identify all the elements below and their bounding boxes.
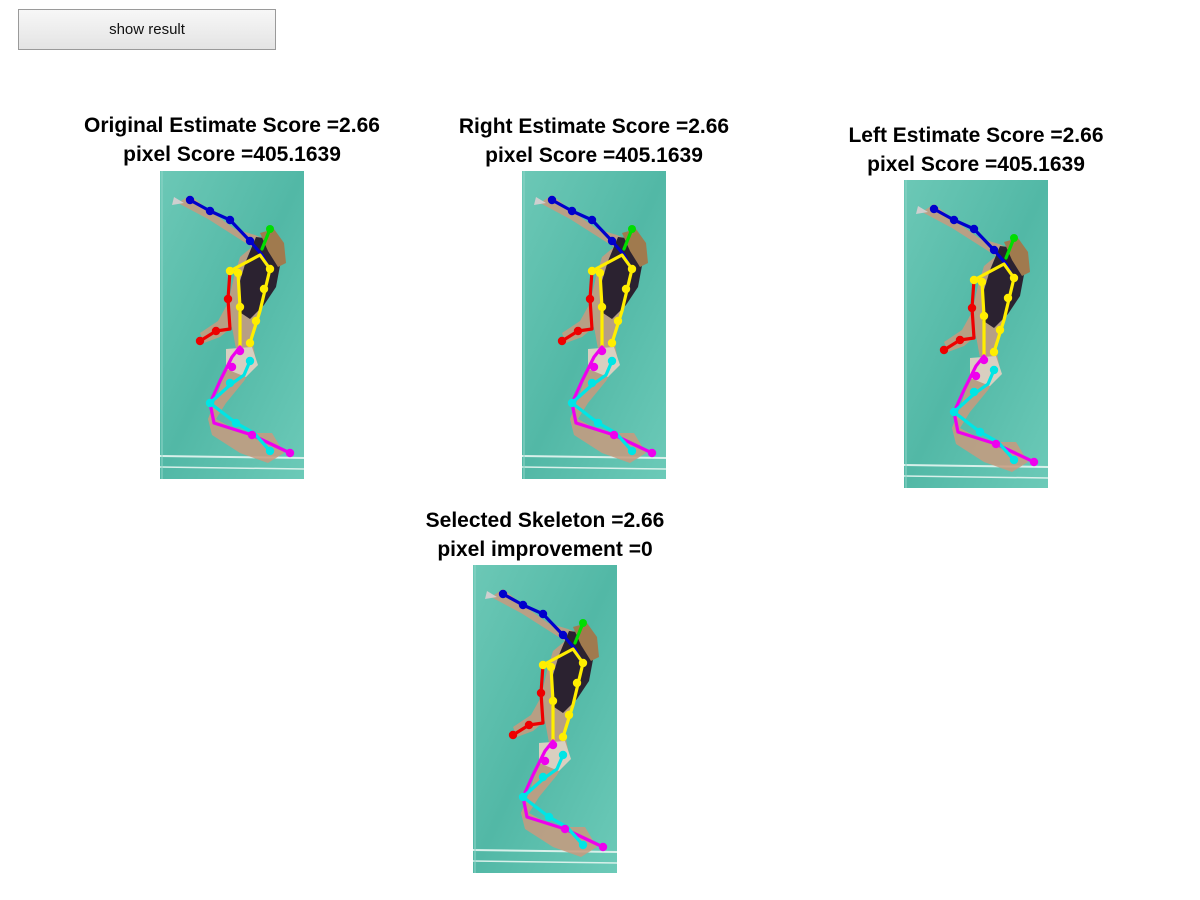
right-estimate-title: Right Estimate Score =2.66 pixel Score =…	[414, 112, 774, 170]
show-result-button[interactable]: show result	[18, 9, 276, 50]
left-pixel-score: pixel Score =405.1639	[867, 153, 1085, 176]
left-estimate-score: Left Estimate Score =2.66	[848, 124, 1104, 147]
right-pixel-score: pixel Score =405.1639	[485, 144, 703, 167]
original-estimate-title: Original Estimate Score =2.66 pixel Scor…	[52, 111, 412, 169]
original-estimate-image	[160, 171, 304, 479]
selected-skeleton-score: Selected Skeleton =2.66	[425, 509, 665, 532]
pixel-improvement: pixel improvement =0	[437, 538, 653, 561]
original-estimate-score: Original Estimate Score =2.66	[84, 114, 380, 137]
left-estimate-image	[904, 180, 1048, 488]
right-estimate-image	[522, 171, 666, 479]
selected-skeleton-title: Selected Skeleton =2.66 pixel improvemen…	[365, 506, 725, 564]
selected-skeleton-image	[473, 565, 617, 873]
left-estimate-title: Left Estimate Score =2.66 pixel Score =4…	[796, 121, 1156, 179]
original-pixel-score: pixel Score =405.1639	[123, 143, 341, 166]
right-estimate-score: Right Estimate Score =2.66	[458, 115, 730, 138]
